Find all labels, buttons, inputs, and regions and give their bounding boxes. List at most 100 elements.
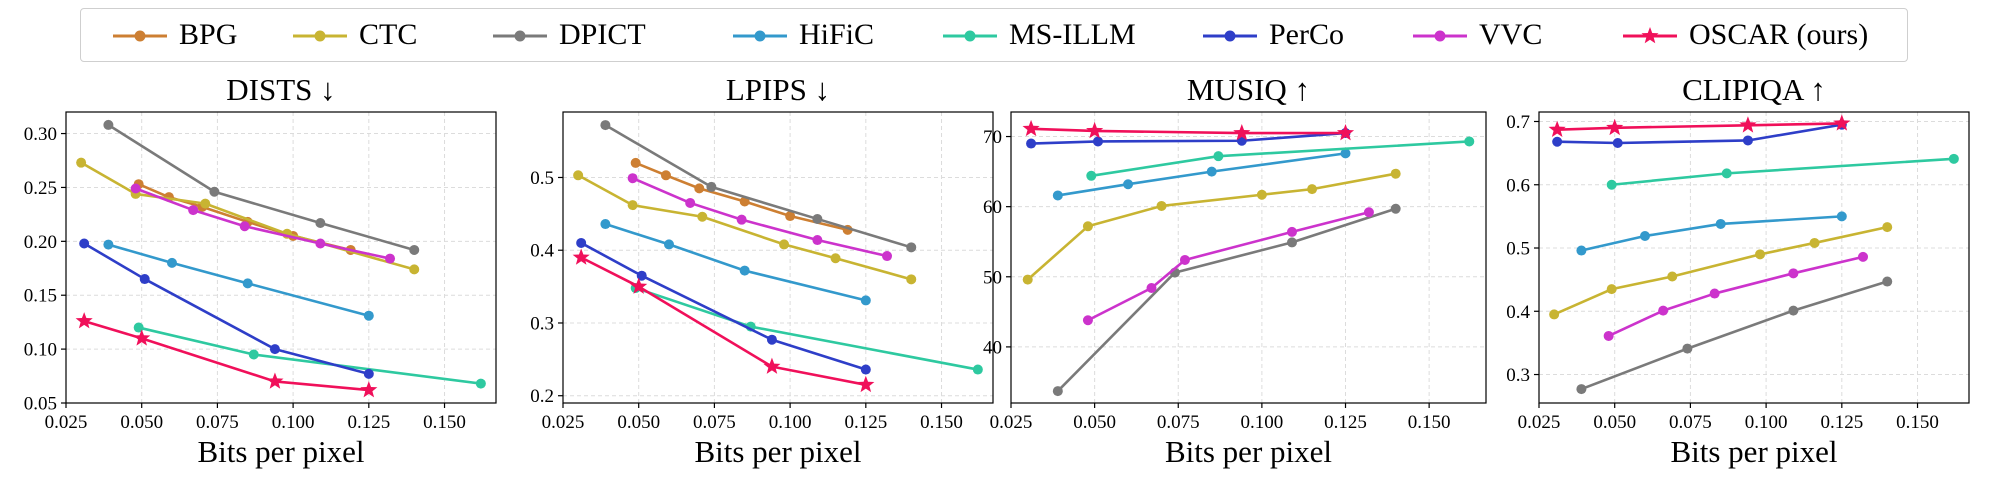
y-tick-label: 0.2 <box>530 386 554 407</box>
data-point-ms-illm <box>1213 151 1224 162</box>
data-point-perco <box>860 364 871 375</box>
x-tick-label: 0.150 <box>1408 412 1451 433</box>
data-point-perco <box>1026 138 1037 149</box>
data-point-vvc <box>685 197 696 208</box>
series-dpict <box>103 119 420 255</box>
x-tick-label: 0.050 <box>617 412 660 433</box>
chart-panel-clipiqa: 0.025 0.050 0.075 0.100 0.125 0.150 0.3 0.4 0.5 0… <box>1506 72 1970 469</box>
y-tick-label: 0.3 <box>1506 365 1530 386</box>
x-tick-label: 0.150 <box>920 412 963 433</box>
series-line-ctc <box>1553 225 1888 316</box>
series-line-perco <box>580 241 867 371</box>
data-point-oscar-ours <box>1606 118 1624 136</box>
data-point-hific <box>1836 211 1847 222</box>
data-point-vvc <box>627 173 638 184</box>
x-tick-label: 0.125 <box>1820 412 1863 433</box>
series-line-oscar-ours <box>1031 127 1346 135</box>
x-tick-label: 0.025 <box>990 412 1033 433</box>
x-tick-label: 0.025 <box>45 412 88 433</box>
data-point-dpict <box>1052 386 1063 397</box>
legend-line-ms-illm <box>943 30 997 42</box>
data-point-ctc <box>1156 200 1167 211</box>
series-line-oscar-ours <box>580 256 867 387</box>
x-tick-label: 0.125 <box>347 412 390 433</box>
x-tick-label: 0.025 <box>542 412 585 433</box>
y-tick-label: 0.5 <box>1506 239 1530 260</box>
series-oscar-ours <box>1022 119 1355 141</box>
series-vvc <box>1603 251 1869 341</box>
x-tick-label: 0.125 <box>1324 412 1367 433</box>
series-line-ms-illm <box>138 326 482 385</box>
series-ctc <box>1022 168 1401 285</box>
y-tick-label: 0.10 <box>24 340 57 361</box>
series-dpict <box>600 120 917 253</box>
data-point-ctc <box>200 198 211 209</box>
x-axis-label: Bits per pixel <box>694 434 861 469</box>
x-tick-label: 0.075 <box>196 412 239 433</box>
data-point-hific <box>1123 179 1134 190</box>
legend-label: PerCo <box>1269 18 1344 51</box>
data-point-vvc <box>1603 330 1614 341</box>
data-point-perco <box>636 270 647 281</box>
series-line-hific <box>1057 152 1346 197</box>
series-line-hific <box>604 222 867 302</box>
series-ctc <box>1549 222 1893 320</box>
y-tick-label: 0.5 <box>530 168 554 189</box>
y-tick-label: 50 <box>983 267 1002 288</box>
data-point-oscar-ours <box>1548 120 1566 137</box>
data-point-perco <box>1092 136 1103 147</box>
data-point-dpict <box>1286 237 1297 248</box>
data-point-bpg <box>694 183 705 194</box>
data-point-bpg <box>785 211 796 222</box>
series-line-perco <box>83 242 370 376</box>
x-tick-label: 0.050 <box>1073 412 1116 433</box>
data-point-ctc <box>627 200 638 211</box>
data-point-ctc <box>1256 189 1267 200</box>
series-oscar-ours <box>75 312 378 398</box>
data-point-vvc <box>1146 283 1157 294</box>
legend-line-perco <box>1203 30 1257 42</box>
series-hific <box>1576 211 1847 256</box>
y-tick-label: 0.05 <box>24 394 57 415</box>
data-point-vvc <box>812 235 823 246</box>
x-tick-label: 0.100 <box>272 412 315 433</box>
data-point-dpict <box>1788 305 1799 316</box>
x-axis-label: Bits per pixel <box>197 434 364 469</box>
data-point-oscar-ours <box>572 248 590 265</box>
series-line-vvc <box>1608 255 1864 338</box>
series-ms-illm <box>1086 136 1475 181</box>
data-point-oscar-ours <box>360 381 378 398</box>
data-point-ctc <box>697 211 708 222</box>
data-point-vvc <box>736 214 747 225</box>
series-vvc <box>1082 207 1374 326</box>
data-point-ms-illm <box>1086 170 1097 181</box>
data-point-perco <box>363 368 374 379</box>
data-point-dpict <box>1576 384 1587 395</box>
legend-label: DPICT <box>559 18 646 51</box>
data-point-hific <box>242 278 253 289</box>
series-line-ms-illm <box>635 286 979 371</box>
data-point-ctc <box>1755 249 1766 260</box>
data-point-hific <box>1052 190 1063 201</box>
data-point-ms-illm <box>133 322 144 333</box>
series-ms-illm <box>133 322 486 389</box>
data-point-vvc <box>1082 315 1093 326</box>
legend-line-oscar-ours <box>1623 27 1677 44</box>
y-tick-label: 60 <box>983 197 1002 218</box>
data-point-ms-illm <box>1948 153 1959 164</box>
data-point-perco <box>1612 137 1623 148</box>
data-point-vvc <box>239 221 250 232</box>
data-point-dpict <box>1390 203 1401 214</box>
data-point-oscar-ours <box>75 312 93 329</box>
data-point-dpict <box>1882 276 1893 287</box>
y-tick-label: 0.7 <box>1506 112 1530 133</box>
data-point-ctc <box>409 264 420 275</box>
chart-title: CLIPIQA ↑ <box>1682 72 1826 107</box>
data-point-dpict <box>706 181 717 192</box>
axes-frame <box>1010 111 1487 404</box>
legend-line-bpg <box>113 30 167 42</box>
data-point-hific <box>739 265 750 276</box>
x-tick-label: 0.100 <box>1745 412 1788 433</box>
data-point-ctc <box>1882 222 1893 233</box>
series-vvc <box>130 183 396 264</box>
